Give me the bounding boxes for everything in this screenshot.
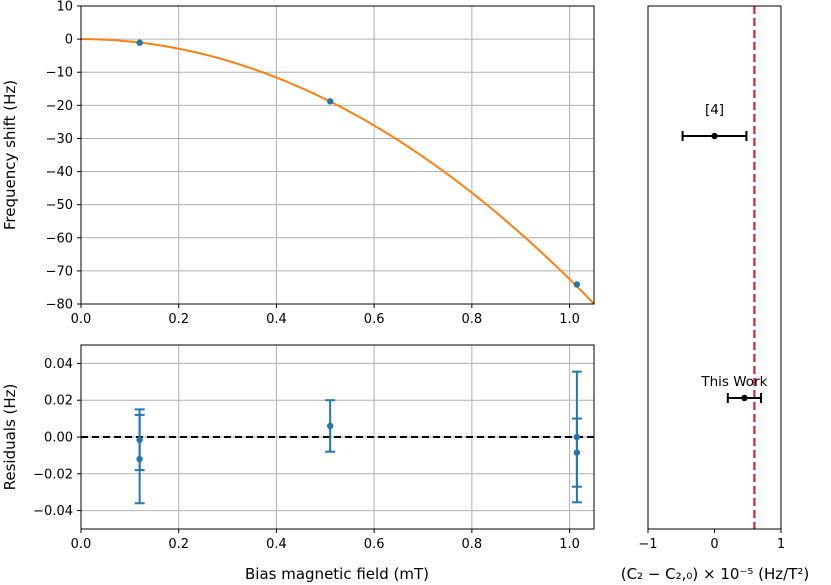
y-tick-label: −0.02: [33, 467, 73, 482]
frequency-shift-points: [136, 39, 581, 288]
residual-point: [136, 455, 143, 463]
x-tick-label: 0.6: [364, 312, 385, 327]
frequency-shift-frame: [80, 5, 595, 305]
x-tick-label: 0.8: [462, 312, 483, 327]
c2-comparison-x-ticks: −1 0 1: [638, 529, 785, 552]
comparison-point-label: [4]: [705, 102, 724, 118]
y-tick-label: −60: [46, 231, 73, 246]
residuals-x-ticks: 0.0 0.2 0.4 0.6 0.8 1.0: [71, 529, 580, 552]
residuals-y-label: Residuals (Hz): [1, 384, 19, 491]
x-tick-label: 0: [710, 537, 718, 552]
y-tick-label: −0.04: [33, 504, 73, 519]
y-tick-label: −30: [46, 132, 73, 147]
frequency-shift-panel: 0.0 0.2 0.4 0.6 0.8 1.0 10 0 −10 −20 −30 −40 −50 −60…: [1, 0, 595, 327]
y-tick-label: −50: [46, 198, 73, 213]
x-tick-label: 1.0: [559, 312, 580, 327]
residual-point: [573, 449, 581, 456]
x-tick-label: 1.0: [559, 537, 580, 552]
x-tick-label: 0.0: [71, 312, 92, 327]
frequency-shift-grid: [80, 5, 594, 305]
y-tick-label: −20: [46, 99, 73, 114]
x-tick-label: 0.8: [462, 537, 483, 552]
frequency-shift-point: [326, 98, 334, 105]
residuals-y-ticks: 0.04 0.02 0.00 −0.02 −0.04: [33, 357, 81, 519]
comparison-point: [711, 132, 718, 140]
y-tick-label: 0.00: [44, 431, 73, 446]
frequency-shift-y-ticks: 10 0 −10 −20 −30 −40 −50 −60 −70 −80: [46, 0, 81, 313]
y-tick-label: −10: [46, 66, 73, 81]
c2-comparison-points: [4] This Work: [681, 102, 768, 403]
y-tick-label: −70: [46, 264, 73, 279]
c2-comparison-frame: [647, 5, 782, 530]
residuals-panel: 0.0 0.2 0.4 0.6 0.8 1.0 0.04 0.02 0.00 −0.02 −0.0…: [1, 344, 595, 583]
y-tick-label: −80: [46, 298, 73, 313]
y-tick-label: 0.04: [44, 357, 73, 372]
x-tick-label: −1: [638, 537, 657, 552]
y-tick-label: 0: [65, 33, 73, 48]
c2-comparison-panel: [4] This Work −1 0 1 (C₂ − C₂,₀) × 10⁻⁵ (Hz…: [621, 5, 810, 583]
comparison-point: [741, 394, 748, 402]
bias-field-x-label: Bias magnetic field (mT): [245, 565, 429, 583]
x-tick-label: 0.2: [168, 312, 189, 327]
y-tick-label: 0.02: [44, 394, 73, 409]
y-tick-label: −40: [46, 165, 73, 180]
x-tick-label: 0.0: [71, 537, 92, 552]
residual-point: [326, 422, 334, 430]
quadratic-fit-line: [80, 38, 595, 305]
frequency-shift-y-label: Frequency shift (Hz): [1, 80, 19, 230]
frequency-shift-point: [136, 39, 143, 46]
x-tick-label: 0.2: [168, 537, 189, 552]
residuals-points: [134, 370, 582, 505]
comparison-point-label: This Work: [700, 374, 767, 390]
x-tick-label: 0.6: [364, 537, 385, 552]
y-tick-label: 10: [56, 0, 73, 15]
frequency-shift-point: [573, 281, 581, 288]
x-tick-label: 1: [777, 537, 785, 552]
x-tick-label: 0.4: [266, 312, 287, 327]
c2-comparison-x-label: (C₂ − C₂,₀) × 10⁻⁵ (Hz/T²): [621, 565, 810, 583]
frequency-shift-x-ticks: 0.0 0.2 0.4 0.6 0.8 1.0: [71, 304, 580, 327]
x-tick-label: 0.4: [266, 537, 287, 552]
